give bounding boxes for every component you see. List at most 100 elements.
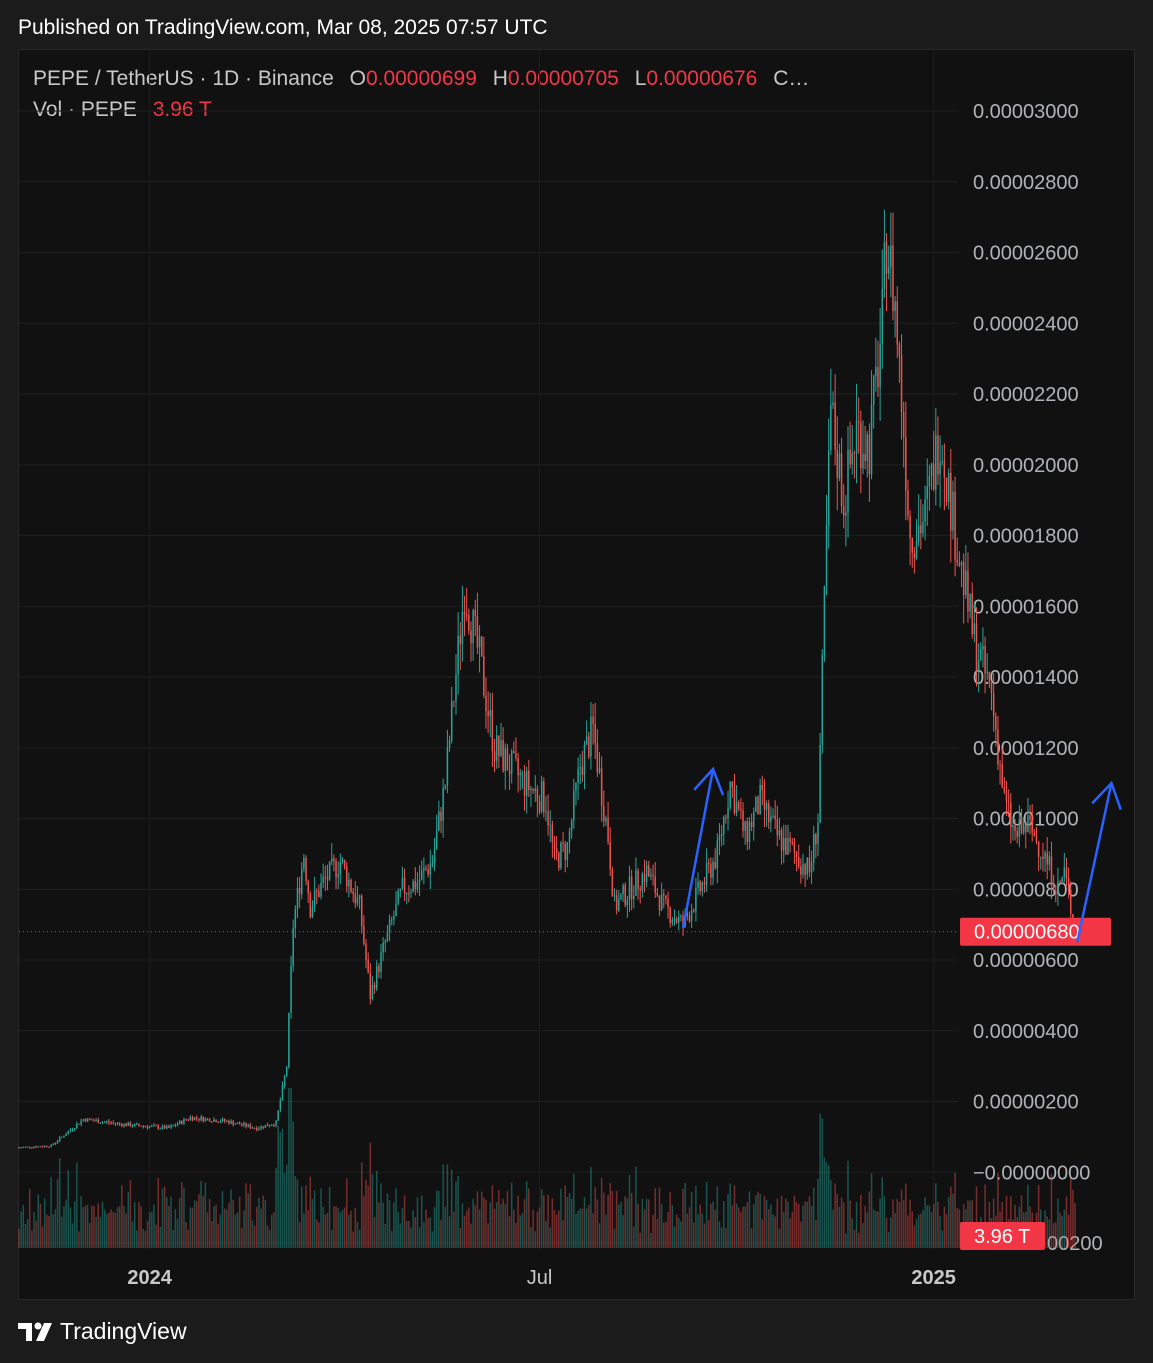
candle-body — [838, 453, 841, 478]
annotation-arrow-line — [681, 768, 715, 929]
candle-body — [669, 907, 671, 923]
candle-body — [956, 559, 958, 563]
volume-bar — [206, 1212, 209, 1248]
volume-bar — [200, 1180, 202, 1248]
volume-bar — [73, 1201, 76, 1248]
symbol-info[interactable]: PEPE / TetherUS · 1D · Binance — [33, 67, 334, 90]
candle-body — [48, 1146, 50, 1148]
candle-body — [579, 767, 581, 769]
candle-body — [980, 649, 982, 661]
candle-body — [360, 895, 363, 927]
y-tick-label: −0.00000000 — [973, 1162, 1090, 1184]
volume-bar — [157, 1177, 159, 1248]
candle-body — [575, 782, 577, 791]
volume-bar — [663, 1222, 665, 1248]
candle-body — [562, 842, 564, 844]
candle-body — [298, 888, 301, 895]
candle-body — [144, 1126, 147, 1128]
candle-body — [547, 811, 549, 826]
candle-body — [947, 472, 950, 502]
volume-bar — [675, 1214, 678, 1248]
volume-bar — [765, 1200, 768, 1248]
volume-bar — [236, 1212, 239, 1248]
candle-body — [508, 770, 511, 774]
volume-bar — [485, 1200, 487, 1248]
volume-bar — [219, 1214, 222, 1248]
candle-body — [688, 915, 691, 922]
volume-bar — [350, 1210, 352, 1248]
candle-body — [215, 1119, 217, 1123]
candle-body — [223, 1118, 226, 1122]
candle-body — [369, 972, 372, 999]
candle-body — [95, 1119, 97, 1121]
candle-body — [825, 525, 828, 587]
candle-body — [110, 1122, 112, 1124]
volume-label[interactable]: Vol · PEPE — [33, 98, 137, 121]
volume-bar — [328, 1186, 331, 1248]
volume-bar — [603, 1192, 605, 1248]
volume-bar — [710, 1203, 712, 1248]
candle-body — [256, 1128, 258, 1131]
candle-body — [339, 861, 342, 875]
volume-bar — [633, 1226, 635, 1248]
volume-bar — [1061, 1215, 1063, 1248]
candle-body — [780, 830, 783, 851]
volume-bar — [136, 1230, 138, 1248]
candle-body — [442, 788, 444, 821]
volume-bar — [292, 1121, 294, 1248]
candle-body — [898, 344, 901, 356]
volume-bar — [386, 1193, 389, 1248]
chart-panel[interactable]: PEPE / TetherUS · 1D · Binance O0.000006… — [18, 49, 1135, 1300]
volume-bar — [112, 1212, 115, 1248]
volume-bar — [1046, 1216, 1048, 1248]
volume-bar — [354, 1207, 357, 1248]
candle-body — [393, 916, 395, 920]
candle-body — [118, 1122, 121, 1124]
volume-bar — [476, 1191, 479, 1248]
candle-body — [984, 645, 986, 674]
volume-bar — [461, 1203, 464, 1248]
volume-bar — [431, 1231, 434, 1248]
candle-body — [108, 1121, 110, 1123]
volume-bar — [410, 1227, 412, 1248]
volume-bar — [18, 1228, 20, 1248]
candle-body — [731, 781, 734, 788]
volume-bar — [787, 1201, 789, 1248]
candle-body — [22, 1147, 25, 1149]
candle-body — [294, 909, 297, 929]
volume-bar — [330, 1230, 333, 1248]
volume-bar — [405, 1220, 408, 1248]
candle-body — [204, 1118, 207, 1122]
candle-body — [208, 1118, 211, 1122]
volume-bar — [301, 1186, 303, 1248]
volume-bar — [125, 1213, 127, 1248]
candle-body — [513, 751, 515, 754]
candle-body — [228, 1120, 230, 1124]
candle-body — [941, 461, 943, 463]
candle-body — [727, 807, 729, 818]
candle-body — [474, 610, 477, 617]
candle-body — [555, 848, 558, 853]
annotation-arrow-head — [1091, 780, 1122, 810]
volume-bar — [585, 1208, 588, 1248]
candle-body — [71, 1129, 74, 1131]
volume-bar — [864, 1205, 866, 1248]
volume-bar — [403, 1195, 406, 1248]
volume-bar — [956, 1207, 958, 1248]
y-tick-label: 0.00001200 — [973, 738, 1079, 760]
candle-body — [1065, 867, 1068, 878]
volume-bar — [744, 1206, 746, 1248]
volume-bar — [716, 1186, 719, 1248]
candle-body — [673, 918, 676, 921]
volume-bar — [271, 1214, 273, 1248]
candle-body — [463, 611, 466, 615]
candle-body — [438, 811, 440, 831]
volume-bar — [770, 1204, 772, 1248]
volume-bar — [491, 1185, 494, 1248]
volume-bar — [714, 1209, 716, 1248]
candle-body — [789, 837, 791, 843]
candle-body — [352, 891, 354, 895]
candle-body — [609, 841, 611, 870]
volume-bar — [37, 1194, 40, 1248]
